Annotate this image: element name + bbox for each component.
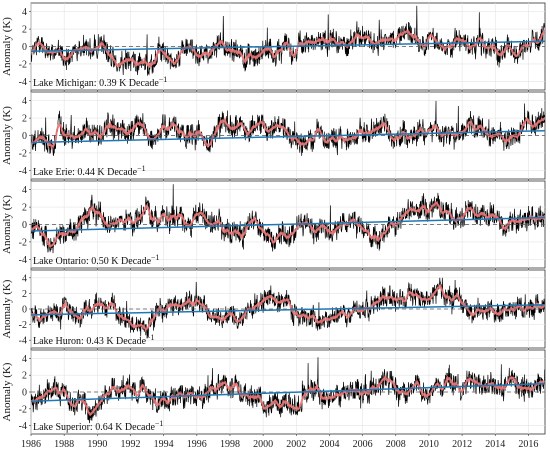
y-tick-label: 4 — [22, 7, 27, 18]
y-tick-label: 0 — [22, 220, 27, 231]
x-tick-label: 2010 — [419, 439, 439, 450]
y-tick-label: -2 — [19, 404, 27, 415]
trend-line — [30, 129, 546, 144]
smoothed-anomaly-series — [31, 375, 545, 417]
panel-lake-michigan: -4 -2 0 2 4 Anomaly (K) Lake Michigan: 0.39 K … — [1, 2, 546, 92]
y-axis-label: Anomaly (K) — [1, 17, 13, 76]
x-tick-label: 1988 — [54, 439, 74, 450]
y-axis-label: Anomaly (K) — [1, 362, 13, 421]
y-tick-label: -4 — [19, 336, 27, 347]
panel-lake-huron: -4 -2 0 2 4 Anomaly (K) Lake Huron: 0.43 K Dec… — [1, 269, 546, 350]
trend-line — [30, 303, 546, 316]
raw-anomaly-series — [31, 184, 545, 254]
panel-trend-label: Lake Michigan: 0.39 K Decade−1 — [33, 75, 167, 89]
panel-trend-label: Lake Ontario: 0.50 K Decade−1 — [33, 253, 160, 267]
raw-anomaly-series — [31, 100, 545, 156]
panel-lake-superior: -4 -2 0 2 4 Anomaly (K) Lake Superior: 0.64 K … — [1, 349, 546, 436]
y-tick-label: 4 — [22, 185, 27, 196]
y-axis-label: Anomaly (K) — [1, 279, 13, 338]
x-tick-label: 2012 — [452, 439, 472, 450]
x-tick-label: 2008 — [386, 439, 406, 450]
y-tick-label: 2 — [22, 25, 27, 36]
y-tick-label: 2 — [22, 289, 27, 300]
y-tick-label: -2 — [19, 320, 27, 331]
panel-trend-label: Lake Erie: 0.44 K Decade−1 — [33, 164, 146, 178]
trend-line — [30, 40, 546, 53]
x-tick-label: 1986 — [21, 439, 41, 450]
y-tick-label: -4 — [19, 77, 27, 88]
x-tick-label: 2016 — [518, 439, 538, 450]
y-axis-label: Anomaly (K) — [1, 195, 13, 254]
y-tick-label: 2 — [22, 114, 27, 125]
y-axis-label: Anomaly (K) — [1, 106, 13, 165]
x-tick-label: 1998 — [220, 439, 240, 450]
x-tick-label: 1996 — [187, 439, 207, 450]
panel-trend-label: Lake Huron: 0.43 K Decade−1 — [33, 333, 155, 347]
y-tick-label: -4 — [19, 421, 27, 432]
smoothed-anomaly-series — [31, 28, 545, 69]
y-tick-label: 2 — [22, 371, 27, 382]
x-tick-label: 2014 — [485, 439, 505, 450]
y-tick-label: 4 — [22, 273, 27, 284]
y-tick-label: -2 — [19, 59, 27, 70]
panel-lake-ontario: -4 -2 0 2 4 Anomaly (K) Lake Ontario: 0.50 K D… — [1, 180, 546, 270]
y-tick-label: 0 — [22, 388, 27, 399]
y-tick-label: 0 — [22, 131, 27, 142]
trend-line — [30, 382, 546, 402]
x-tick-label: 1994 — [154, 439, 174, 450]
y-tick-label: -4 — [19, 166, 27, 177]
x-tick-label: 1992 — [120, 439, 140, 450]
x-tick-label: 2004 — [319, 439, 339, 450]
y-tick-label: 2 — [22, 203, 27, 214]
x-tick-label: 2002 — [286, 439, 306, 450]
x-tick-label: 1990 — [87, 439, 107, 450]
y-tick-label: -2 — [19, 148, 27, 159]
panel-trend-label: Lake Superior: 0.64 K Decade−1 — [33, 419, 163, 433]
y-tick-label: 4 — [22, 96, 27, 107]
y-tick-label: 4 — [22, 354, 27, 365]
y-tick-label: 0 — [22, 42, 27, 53]
panel-lake-erie: -4 -2 0 2 4 Anomaly (K) Lake Erie: 0.44 K Deca… — [1, 91, 546, 181]
trend-line — [30, 216, 546, 232]
x-tick-label: 2000 — [253, 439, 273, 450]
y-tick-label: 0 — [22, 305, 27, 316]
y-tick-label: -4 — [19, 255, 27, 266]
x-tick-label: 2006 — [353, 439, 373, 450]
y-tick-label: -2 — [19, 237, 27, 248]
